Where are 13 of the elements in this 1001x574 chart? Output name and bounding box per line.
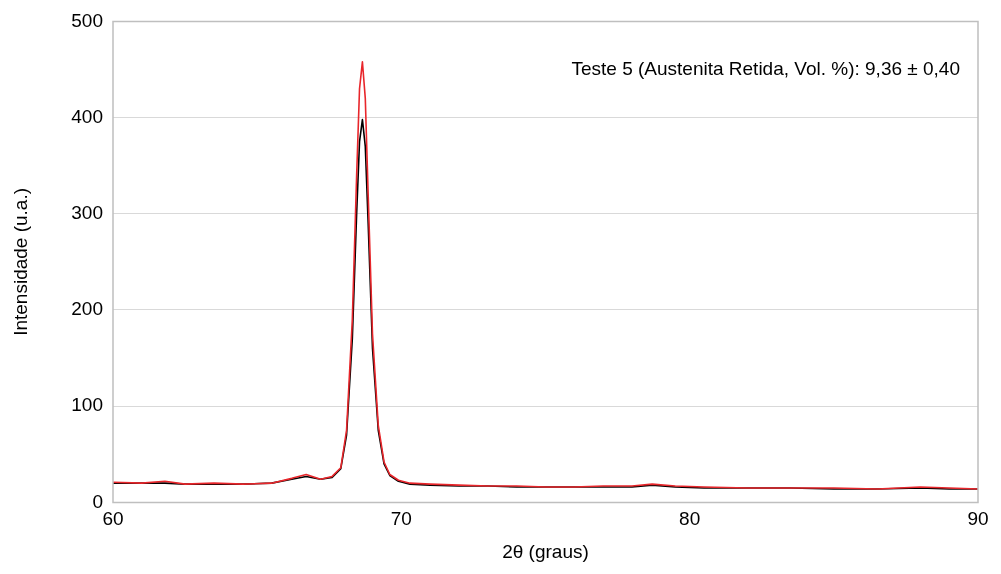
y-tick-label: 200 bbox=[71, 298, 103, 320]
y-tick-label: 400 bbox=[71, 105, 103, 127]
x-tick-label: 60 bbox=[102, 508, 124, 530]
y-tick-label: 500 bbox=[71, 9, 103, 31]
y-axis-title: Intensidade (u.a.) bbox=[9, 187, 31, 336]
x-tick-label: 80 bbox=[679, 508, 701, 530]
y-tick-label: 0 bbox=[92, 490, 103, 512]
x-axis-title: 2θ (graus) bbox=[502, 540, 589, 562]
annotation: Teste 5 (Austenita Retida, Vol. %): 9,36 ± 0,40 bbox=[571, 57, 960, 79]
y-tick-label: 300 bbox=[71, 202, 103, 224]
x-tick-label: 90 bbox=[967, 508, 989, 530]
x-tick-label: 70 bbox=[390, 508, 412, 530]
y-tick-label: 100 bbox=[71, 394, 103, 416]
